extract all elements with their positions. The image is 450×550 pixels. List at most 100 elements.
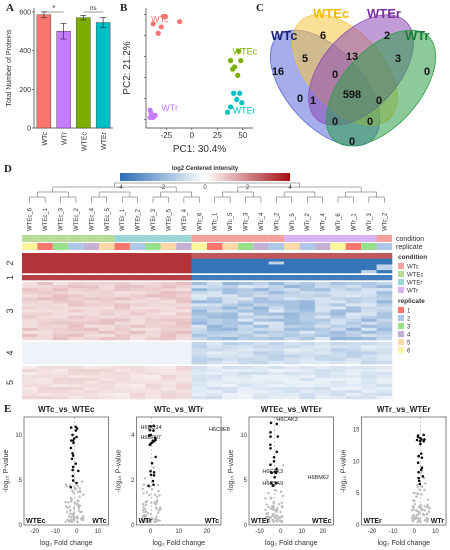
- point-sig: [70, 457, 74, 461]
- heatmap-cell: [52, 354, 69, 359]
- heatmap-cell: [129, 348, 146, 352]
- x-tick-label: 0: [75, 529, 79, 535]
- heatmap-cell: [207, 275, 223, 278]
- heatmap-cell: [176, 303, 192, 307]
- heatmap-cell: [99, 258, 115, 262]
- heatmap-cell: [37, 342, 54, 346]
- point-ns: [74, 502, 77, 505]
- point-ns: [422, 513, 426, 517]
- heatmap-cell: [114, 381, 131, 385]
- point-ns: [157, 509, 161, 512]
- heatmap-cell: [253, 354, 269, 359]
- point-ns: [153, 493, 157, 497]
- heatmap-cell: [330, 384, 347, 388]
- x-axis-label: log₂ Fold change: [152, 540, 205, 547]
- point-ns: [280, 505, 284, 508]
- heatmap-cell: [160, 300, 177, 304]
- heatmap-cell: [160, 345, 177, 349]
- heatmap-cell: [376, 288, 393, 292]
- heatmap-cell: [314, 315, 331, 319]
- left-condition-tag: WTEc: [26, 518, 46, 525]
- point-wter: [239, 100, 245, 106]
- heatmap-cell: [253, 378, 269, 382]
- heatmap-cell: [299, 357, 316, 362]
- heatmap-cell: [345, 393, 362, 397]
- heatmap-cell: [345, 357, 362, 362]
- heatmap-cell: [253, 312, 269, 316]
- heatmap-cell: [268, 387, 285, 391]
- heatmap-cell: [129, 342, 146, 346]
- heatmap-cell: [376, 324, 393, 329]
- heatmap-cell: [191, 348, 208, 352]
- heatmap-cell: [22, 261, 38, 265]
- heatmap-cell: [299, 270, 316, 274]
- heatmap-cell: [129, 258, 146, 262]
- heatmap-cell: [176, 300, 192, 304]
- x-tick-label: WTEr: [101, 131, 108, 150]
- heatmap-cell: [376, 369, 393, 373]
- heatmap-cell: [145, 381, 162, 385]
- point-ns: [420, 485, 424, 488]
- column-label: WTEr_4: [182, 208, 188, 231]
- heatmap-cell: [361, 321, 377, 326]
- heatmap-cell: [52, 315, 69, 319]
- heatmap-cell: [145, 300, 162, 304]
- heatmap-cell: [145, 390, 162, 394]
- column-label: WTEc_1: [43, 207, 49, 231]
- heatmap-cell: [160, 282, 177, 286]
- heatmap-cell: [52, 390, 69, 394]
- replicate-cell: [37, 243, 53, 250]
- heatmap-cell: [268, 303, 285, 307]
- heatmap-cell: [114, 378, 131, 382]
- point-ns: [412, 514, 415, 517]
- heatmap-cell: [22, 366, 38, 370]
- heatmap-cell: [345, 354, 362, 359]
- heatmap-cell: [99, 312, 115, 316]
- condition-cell: [22, 235, 38, 242]
- heatmap-cell: [22, 342, 38, 346]
- left-condition-tag: WTEr: [251, 518, 270, 525]
- point-ns: [264, 508, 267, 511]
- heatmap-cell: [222, 261, 239, 265]
- heatmap-cell: [345, 348, 362, 352]
- point-ns: [80, 517, 83, 520]
- heatmap-cell: [253, 258, 269, 262]
- point-ns: [421, 507, 424, 511]
- heatmap-cell: [191, 375, 208, 379]
- heatmap-cell: [145, 309, 162, 313]
- point-sig: [149, 425, 152, 428]
- heatmap-cell: [314, 294, 331, 298]
- venn-count: 6: [320, 30, 326, 42]
- plot-frame: [23, 416, 109, 526]
- point-ns: [426, 498, 429, 501]
- point-ns: [72, 491, 75, 494]
- heatmap-cell: [99, 357, 115, 362]
- heatmap-cell: [22, 294, 38, 298]
- gene-label: H6BP97: [141, 435, 162, 441]
- heatmap-cell: [237, 375, 254, 379]
- heatmap-cell: [268, 258, 285, 262]
- heatmap-cell: [268, 253, 285, 257]
- heatmap-cell: [83, 255, 100, 260]
- heatmap-cell: [129, 312, 146, 316]
- heatmap-cell: [207, 357, 223, 362]
- column-label: WTEc_3: [59, 207, 65, 231]
- point-sig: [273, 475, 276, 479]
- x-tick-label: 0: [413, 529, 417, 535]
- point-ns: [78, 486, 81, 490]
- dendro-branch: [222, 191, 254, 197]
- heatmap-cell: [145, 315, 162, 319]
- point-sig: [147, 484, 150, 488]
- point-sig: [418, 482, 422, 486]
- heatmap-cell: [253, 306, 269, 310]
- heatmap-cell: [191, 294, 208, 298]
- point-ns: [153, 520, 156, 524]
- column-label: WTEr_5: [166, 208, 172, 231]
- y-tick-label: 4: [131, 433, 135, 439]
- heatmap-cell: [83, 321, 100, 326]
- heatmap-cell: [22, 372, 38, 376]
- heatmap-cell: [253, 318, 269, 322]
- replicate-cell: [299, 243, 315, 250]
- heatmap-cell: [145, 393, 162, 397]
